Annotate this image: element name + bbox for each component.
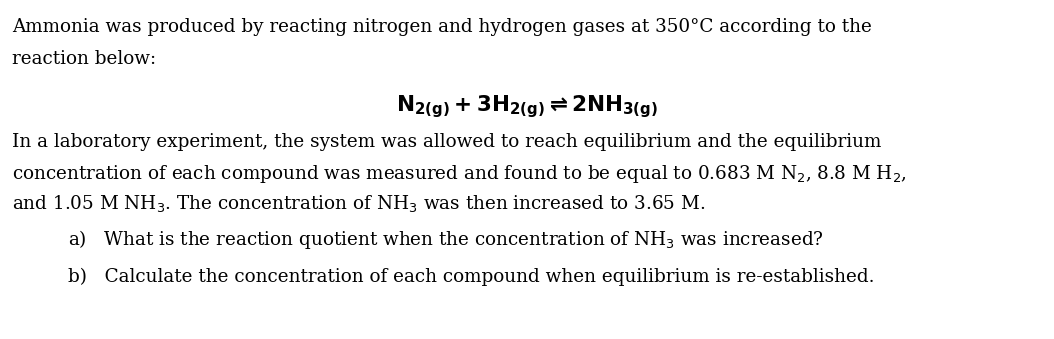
Text: and 1.05 M NH$_{3}$. The concentration of NH$_{3}$ was then increased to 3.65 M.: and 1.05 M NH$_{3}$. The concentration o…: [12, 193, 705, 214]
Text: Ammonia was produced by reacting nitrogen and hydrogen gases at 350°C according : Ammonia was produced by reacting nitroge…: [12, 18, 872, 36]
Text: In a laboratory experiment, the system was allowed to reach equilibrium and the : In a laboratory experiment, the system w…: [12, 133, 881, 151]
Text: concentration of each compound was measured and found to be equal to 0.683 M N$_: concentration of each compound was measu…: [12, 163, 906, 185]
Text: b)   Calculate the concentration of each compound when equilibrium is re-establi: b) Calculate the concentration of each c…: [69, 268, 875, 286]
Text: a)   What is the reaction quotient when the concentration of NH$_{3}$ was increa: a) What is the reaction quotient when th…: [69, 228, 824, 251]
Text: $\mathbf{N_{2(g)} + 3H_{2(g)} \rightleftharpoons 2NH_{3(g)}}$: $\mathbf{N_{2(g)} + 3H_{2(g)} \rightleft…: [396, 93, 658, 120]
Text: reaction below:: reaction below:: [12, 50, 156, 68]
